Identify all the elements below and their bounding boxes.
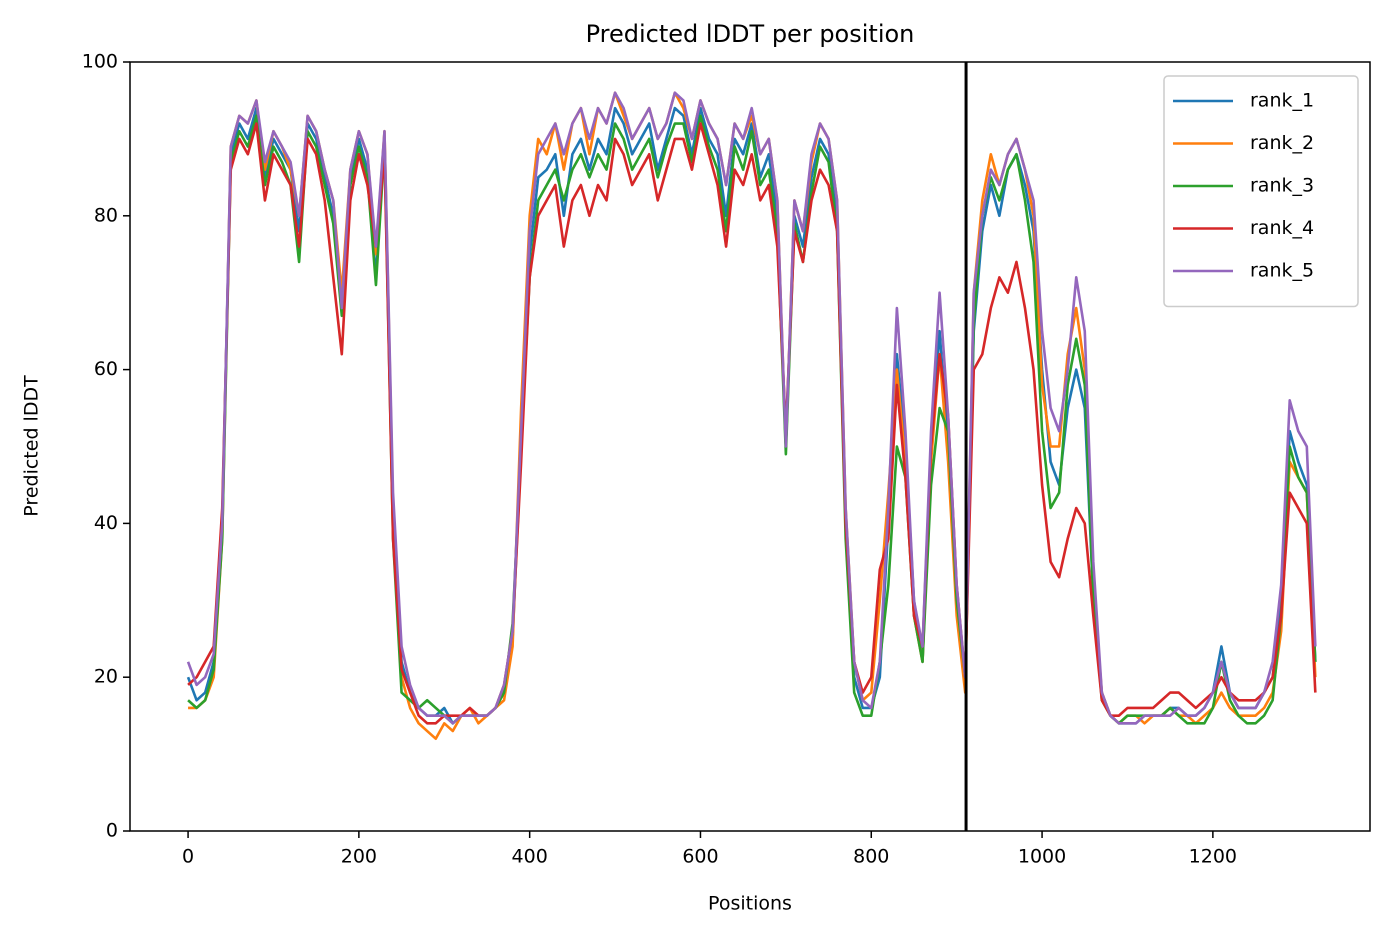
series-line	[186, 91, 1317, 725]
x-tick-label: 0	[182, 846, 194, 868]
series-line	[188, 91, 1317, 741]
series-line	[187, 122, 1317, 725]
legend-label: rank_5	[1250, 260, 1314, 282]
y-tick-label: 60	[94, 358, 118, 380]
x-tick-label: 400	[512, 846, 548, 868]
x-tick-label: 800	[853, 846, 889, 868]
y-tick-label: 0	[106, 820, 118, 842]
y-axis-label: Predicted lDDT	[21, 375, 43, 517]
x-tick-label: 1200	[1189, 846, 1237, 868]
series-line	[186, 106, 1317, 725]
x-tick-label: 1000	[1018, 846, 1066, 868]
legend-box	[1163, 75, 1359, 308]
legend-label: rank_4	[1250, 217, 1314, 239]
legend-label: rank_2	[1250, 132, 1314, 154]
y-tick-label: 80	[94, 204, 118, 226]
y-tick-label: 100	[82, 51, 118, 73]
chart-title: Predicted lDDT per position	[586, 20, 915, 48]
x-tick-label: 200	[341, 846, 377, 868]
x-tick-label: 600	[682, 846, 718, 868]
legend-label: rank_1	[1250, 90, 1314, 112]
y-tick-label: 20	[94, 666, 118, 688]
series-line	[187, 114, 1317, 725]
legend-label: rank_3	[1250, 175, 1314, 197]
y-tick-label: 40	[94, 512, 118, 534]
x-axis-label: Positions	[708, 893, 792, 915]
plot-frame	[129, 61, 1371, 832]
